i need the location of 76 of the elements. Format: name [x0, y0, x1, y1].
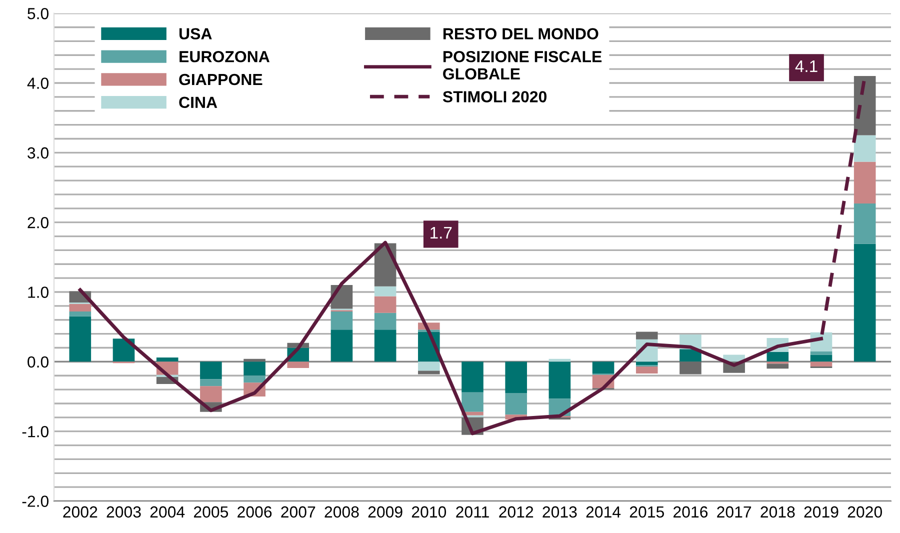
bar	[374, 286, 396, 296]
bar	[810, 354, 832, 362]
x-tick-label: 2003	[106, 506, 141, 518]
y-tick-label: 0.0	[28, 356, 49, 368]
bar	[200, 362, 222, 380]
x-tick-label: 2015	[630, 506, 664, 518]
y-tick-label: 4.0	[27, 78, 49, 89]
bar	[200, 386, 222, 402]
bar	[766, 352, 789, 362]
x-tick-label: 2016	[674, 506, 708, 518]
bar	[810, 362, 832, 367]
y-tick-label: -2.0	[22, 496, 49, 507]
x-tick-label: 2010	[412, 506, 446, 518]
bar	[854, 204, 876, 244]
bar	[680, 349, 702, 362]
bar	[592, 362, 614, 374]
bar	[69, 316, 92, 362]
annotation: 1.7	[430, 227, 452, 239]
bar	[766, 364, 789, 369]
bar	[854, 135, 876, 162]
bar	[374, 296, 396, 313]
x-tick-label: 2005	[194, 506, 228, 518]
bar	[548, 362, 571, 399]
bar	[69, 312, 92, 316]
legend-label: RESTO DEL MONDO	[443, 28, 598, 40]
bar	[244, 358, 266, 362]
bar	[330, 330, 353, 362]
bar	[505, 362, 527, 394]
x-tick-label: 2020	[848, 506, 882, 518]
bar	[112, 338, 135, 362]
x-tick-label: 2012	[499, 506, 534, 518]
legend-label: STIMOLI 2020	[442, 91, 547, 102]
y-tick-label: 1.0	[28, 286, 49, 298]
y-tick-label: 3.0	[28, 147, 49, 159]
bar	[244, 376, 266, 383]
x-tick-label: 2002	[63, 506, 98, 518]
bar	[374, 312, 396, 330]
bar	[287, 362, 310, 368]
bar	[462, 362, 484, 392]
x-tick-label: 2014	[586, 506, 621, 518]
legend-label: EUROZONA	[180, 50, 270, 62]
bar	[636, 332, 658, 340]
x-tick-label: 2006	[238, 506, 272, 518]
legend-label: POSIZIONE FISCALE GLOBALE	[443, 50, 602, 80]
x-tick-label: 2009	[368, 506, 402, 518]
x-tick-label: 2013	[542, 506, 577, 518]
bar	[854, 162, 876, 204]
legend-label: GIAPPONE	[179, 74, 262, 86]
bar	[505, 393, 527, 415]
bar	[854, 244, 876, 362]
x-tick-label: 2004	[150, 506, 185, 518]
bar	[330, 312, 353, 330]
bar	[636, 366, 658, 374]
bar	[462, 392, 484, 412]
x-tick-label: 2018	[760, 506, 795, 518]
x-tick-label: 2011	[456, 506, 489, 518]
bar	[418, 370, 440, 374]
bar	[418, 362, 440, 371]
y-tick-label: 2.0	[28, 216, 49, 228]
x-tick-label: 2008	[324, 506, 359, 518]
annotation: 4.1	[795, 60, 818, 72]
bar	[200, 379, 222, 386]
bar	[244, 362, 266, 376]
bar	[374, 330, 396, 362]
bar	[636, 362, 658, 366]
y-tick-label: -1.0	[22, 426, 49, 438]
bar	[680, 362, 702, 374]
x-tick-label: 2017	[717, 506, 752, 518]
legend-label: USA	[179, 28, 212, 40]
x-tick-label: 2019	[804, 506, 838, 518]
bar	[810, 351, 832, 355]
legend-label: CINA	[179, 96, 218, 108]
x-tick-label: 2007	[281, 506, 316, 518]
bar	[69, 304, 92, 312]
bar	[156, 358, 178, 362]
y-tick-label: 5.0	[28, 8, 49, 20]
